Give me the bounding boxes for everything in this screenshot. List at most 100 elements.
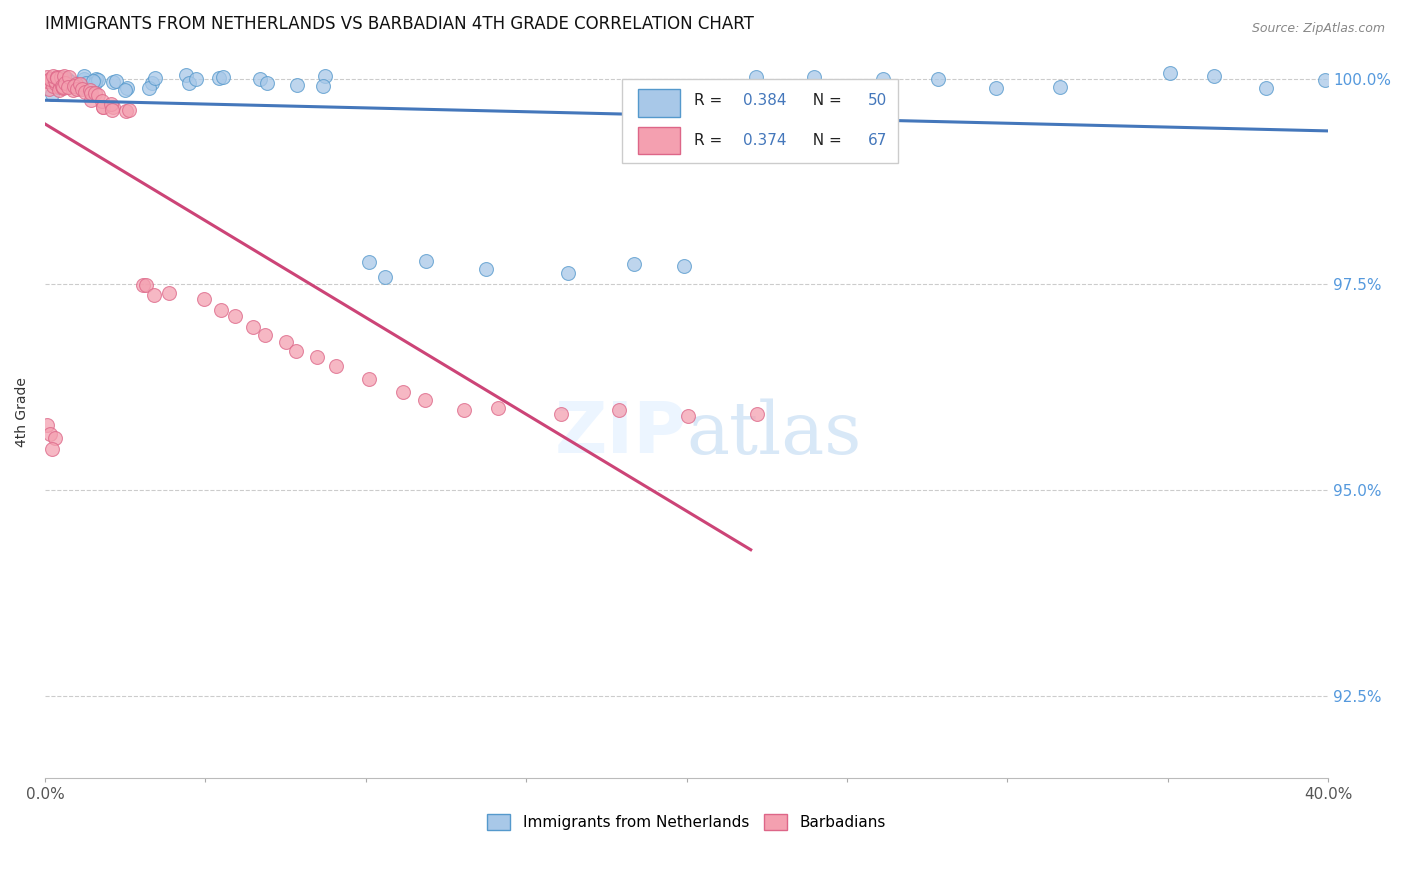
Point [52,78,75,93]
Point [312,78,335,93]
Point [51,79,73,94]
Point [56,72,79,87]
Point [249,72,271,87]
Point [80,93,103,107]
Point [46,79,69,94]
Point [83,76,105,90]
Point [193,293,215,307]
Point [41,87,63,102]
Point [105,74,128,88]
Text: ZIP: ZIP [554,400,686,468]
Point [284,343,307,358]
Point [1313,72,1336,87]
Point [41,442,63,456]
Point [118,103,141,117]
Text: R =: R = [695,93,727,108]
Point [38,426,60,441]
Point [138,80,160,95]
Point [314,70,336,84]
Point [609,402,631,417]
Point [69,80,91,95]
Point [79,83,101,97]
Text: 0.374: 0.374 [742,133,786,148]
Legend: Immigrants from Netherlands, Barbadians: Immigrants from Netherlands, Barbadians [481,808,891,837]
Point [38,74,60,88]
Point [52,81,75,95]
Point [142,288,165,302]
Point [65,77,87,91]
Point [45,78,67,92]
Point [673,259,696,273]
Point [51,75,73,89]
Point [415,254,437,268]
Text: 0.384: 0.384 [742,93,786,108]
Point [176,68,198,82]
Point [46,70,69,85]
Point [84,86,107,100]
Point [211,70,233,84]
Point [56,80,79,95]
Point [52,79,75,94]
Point [242,320,264,334]
Point [135,277,157,292]
Text: 67: 67 [868,133,887,148]
Point [93,100,115,114]
Point [285,78,308,93]
Point [101,100,124,114]
Point [927,71,949,86]
Point [256,76,278,90]
Point [115,103,138,118]
Point [87,87,110,102]
Point [1204,70,1226,84]
Point [91,94,114,108]
Point [1254,80,1277,95]
Point [623,257,645,271]
Point [550,408,572,422]
Point [1159,66,1181,80]
Point [48,80,70,95]
Text: IMMIGRANTS FROM NETHERLANDS VS BARBADIAN 4TH GRADE CORRELATION CHART: IMMIGRANTS FROM NETHERLANDS VS BARBADIAN… [45,15,754,33]
Point [157,286,180,301]
Point [59,75,82,89]
Point [986,81,1008,95]
Point [35,73,58,87]
FancyBboxPatch shape [623,78,898,163]
Point [114,83,136,97]
Point [49,80,72,95]
Point [80,87,103,101]
Point [73,69,96,83]
Text: Source: ZipAtlas.com: Source: ZipAtlas.com [1251,22,1385,36]
Point [143,71,166,86]
Point [100,97,122,112]
Point [62,83,84,97]
Text: 50: 50 [868,93,887,108]
Point [86,71,108,86]
Point [35,70,58,84]
Point [91,100,114,114]
Point [325,359,347,374]
FancyBboxPatch shape [638,127,681,154]
Point [75,76,97,90]
Point [392,384,415,399]
Point [253,328,276,343]
Point [141,76,163,90]
Point [745,407,768,421]
Point [35,417,58,432]
Point [70,82,93,96]
Point [475,261,498,276]
Point [66,81,89,95]
Point [486,401,509,415]
Point [115,80,138,95]
Point [803,70,825,84]
Point [51,70,73,84]
Point [132,278,155,293]
Point [184,72,207,87]
Point [42,69,65,83]
Point [52,70,75,85]
Point [374,269,396,284]
Point [413,393,436,408]
Point [42,79,65,94]
Point [359,372,381,386]
Point [72,71,94,86]
Point [53,76,76,90]
